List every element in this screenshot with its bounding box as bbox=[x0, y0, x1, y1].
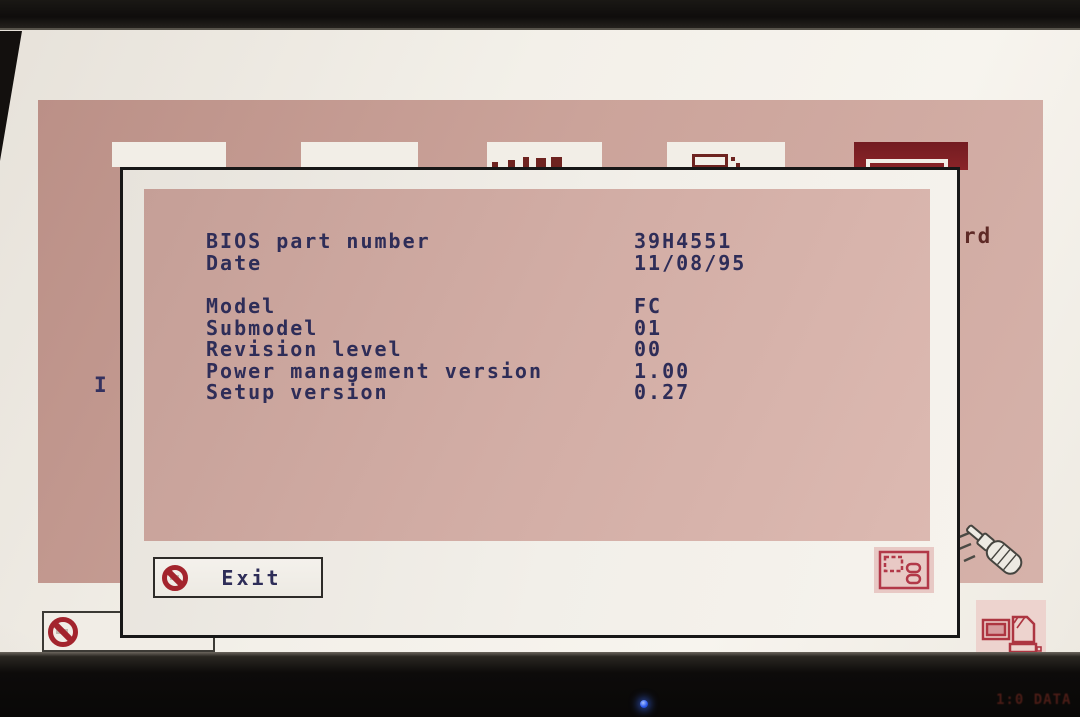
system-board-icon[interactable] bbox=[874, 547, 934, 593]
pixel-glyph-icon bbox=[508, 160, 515, 168]
bios-info-dialog: BIOS part number 39H4551 Date 11/08/95 M… bbox=[120, 167, 960, 638]
info-value: 0.27 bbox=[634, 380, 691, 404]
document-icon bbox=[736, 163, 740, 167]
table-row: Revision level 00 bbox=[206, 337, 746, 361]
info-label: Submodel bbox=[206, 315, 319, 340]
camera-watermark: 1:0 DATA bbox=[996, 692, 1072, 708]
bios-info-rows: BIOS part number 39H4551 Date 11/08/95 M… bbox=[206, 229, 747, 404]
info-label: Model bbox=[206, 294, 277, 318]
power-led-icon bbox=[640, 700, 648, 708]
document-icon bbox=[692, 154, 728, 168]
info-label: BIOS part number bbox=[206, 229, 431, 253]
bios-info-panel: BIOS part number 39H4551 Date 11/08/95 M… bbox=[144, 189, 930, 541]
info-value: FC bbox=[634, 294, 663, 318]
info-value: 11/08/95 bbox=[634, 250, 747, 275]
info-value: 00 bbox=[634, 337, 663, 361]
computer-icon[interactable] bbox=[976, 600, 1046, 662]
pixel-glyph-icon bbox=[523, 157, 529, 168]
table-row: Date 11/08/95 bbox=[206, 250, 747, 275]
prohibition-icon bbox=[48, 616, 78, 647]
menu-tile-2[interactable] bbox=[301, 142, 418, 167]
pixel-glyph-icon bbox=[492, 162, 498, 168]
info-value: 01 bbox=[634, 315, 663, 340]
table-row: BIOS part number 39H4551 bbox=[206, 229, 746, 253]
info-value: 39H4551 bbox=[634, 229, 733, 253]
monitor-bezel-bottom bbox=[0, 652, 1080, 717]
document-icon bbox=[731, 157, 735, 161]
info-label: Revision level bbox=[206, 337, 403, 361]
prohibition-icon bbox=[162, 564, 188, 591]
info-label: Date bbox=[206, 250, 263, 275]
exit-button-label: Exit bbox=[221, 565, 282, 590]
pixel-glyph-icon bbox=[551, 157, 562, 168]
table-row: Setup version 0.27 bbox=[206, 380, 746, 404]
info-label: Power management version bbox=[206, 358, 543, 383]
menu-tile-highlighted[interactable] bbox=[854, 142, 968, 170]
table-row: Submodel 01 bbox=[206, 315, 746, 340]
menu-tile-1[interactable] bbox=[112, 142, 226, 167]
monitor-bezel-top bbox=[0, 0, 1080, 30]
info-value: 1.00 bbox=[634, 358, 691, 383]
table-row: Model FC bbox=[206, 294, 746, 318]
partial-label-right: rd bbox=[963, 224, 993, 248]
screwdriver-icon[interactable] bbox=[950, 516, 1046, 590]
exit-button[interactable]: Exit bbox=[153, 557, 323, 598]
info-label: Setup version bbox=[206, 380, 389, 404]
table-row: Power management version 1.00 bbox=[206, 358, 746, 383]
partial-label-left: I bbox=[94, 373, 107, 397]
pixel-glyph-icon bbox=[536, 158, 546, 168]
screen: rd I bbox=[0, 30, 1080, 662]
